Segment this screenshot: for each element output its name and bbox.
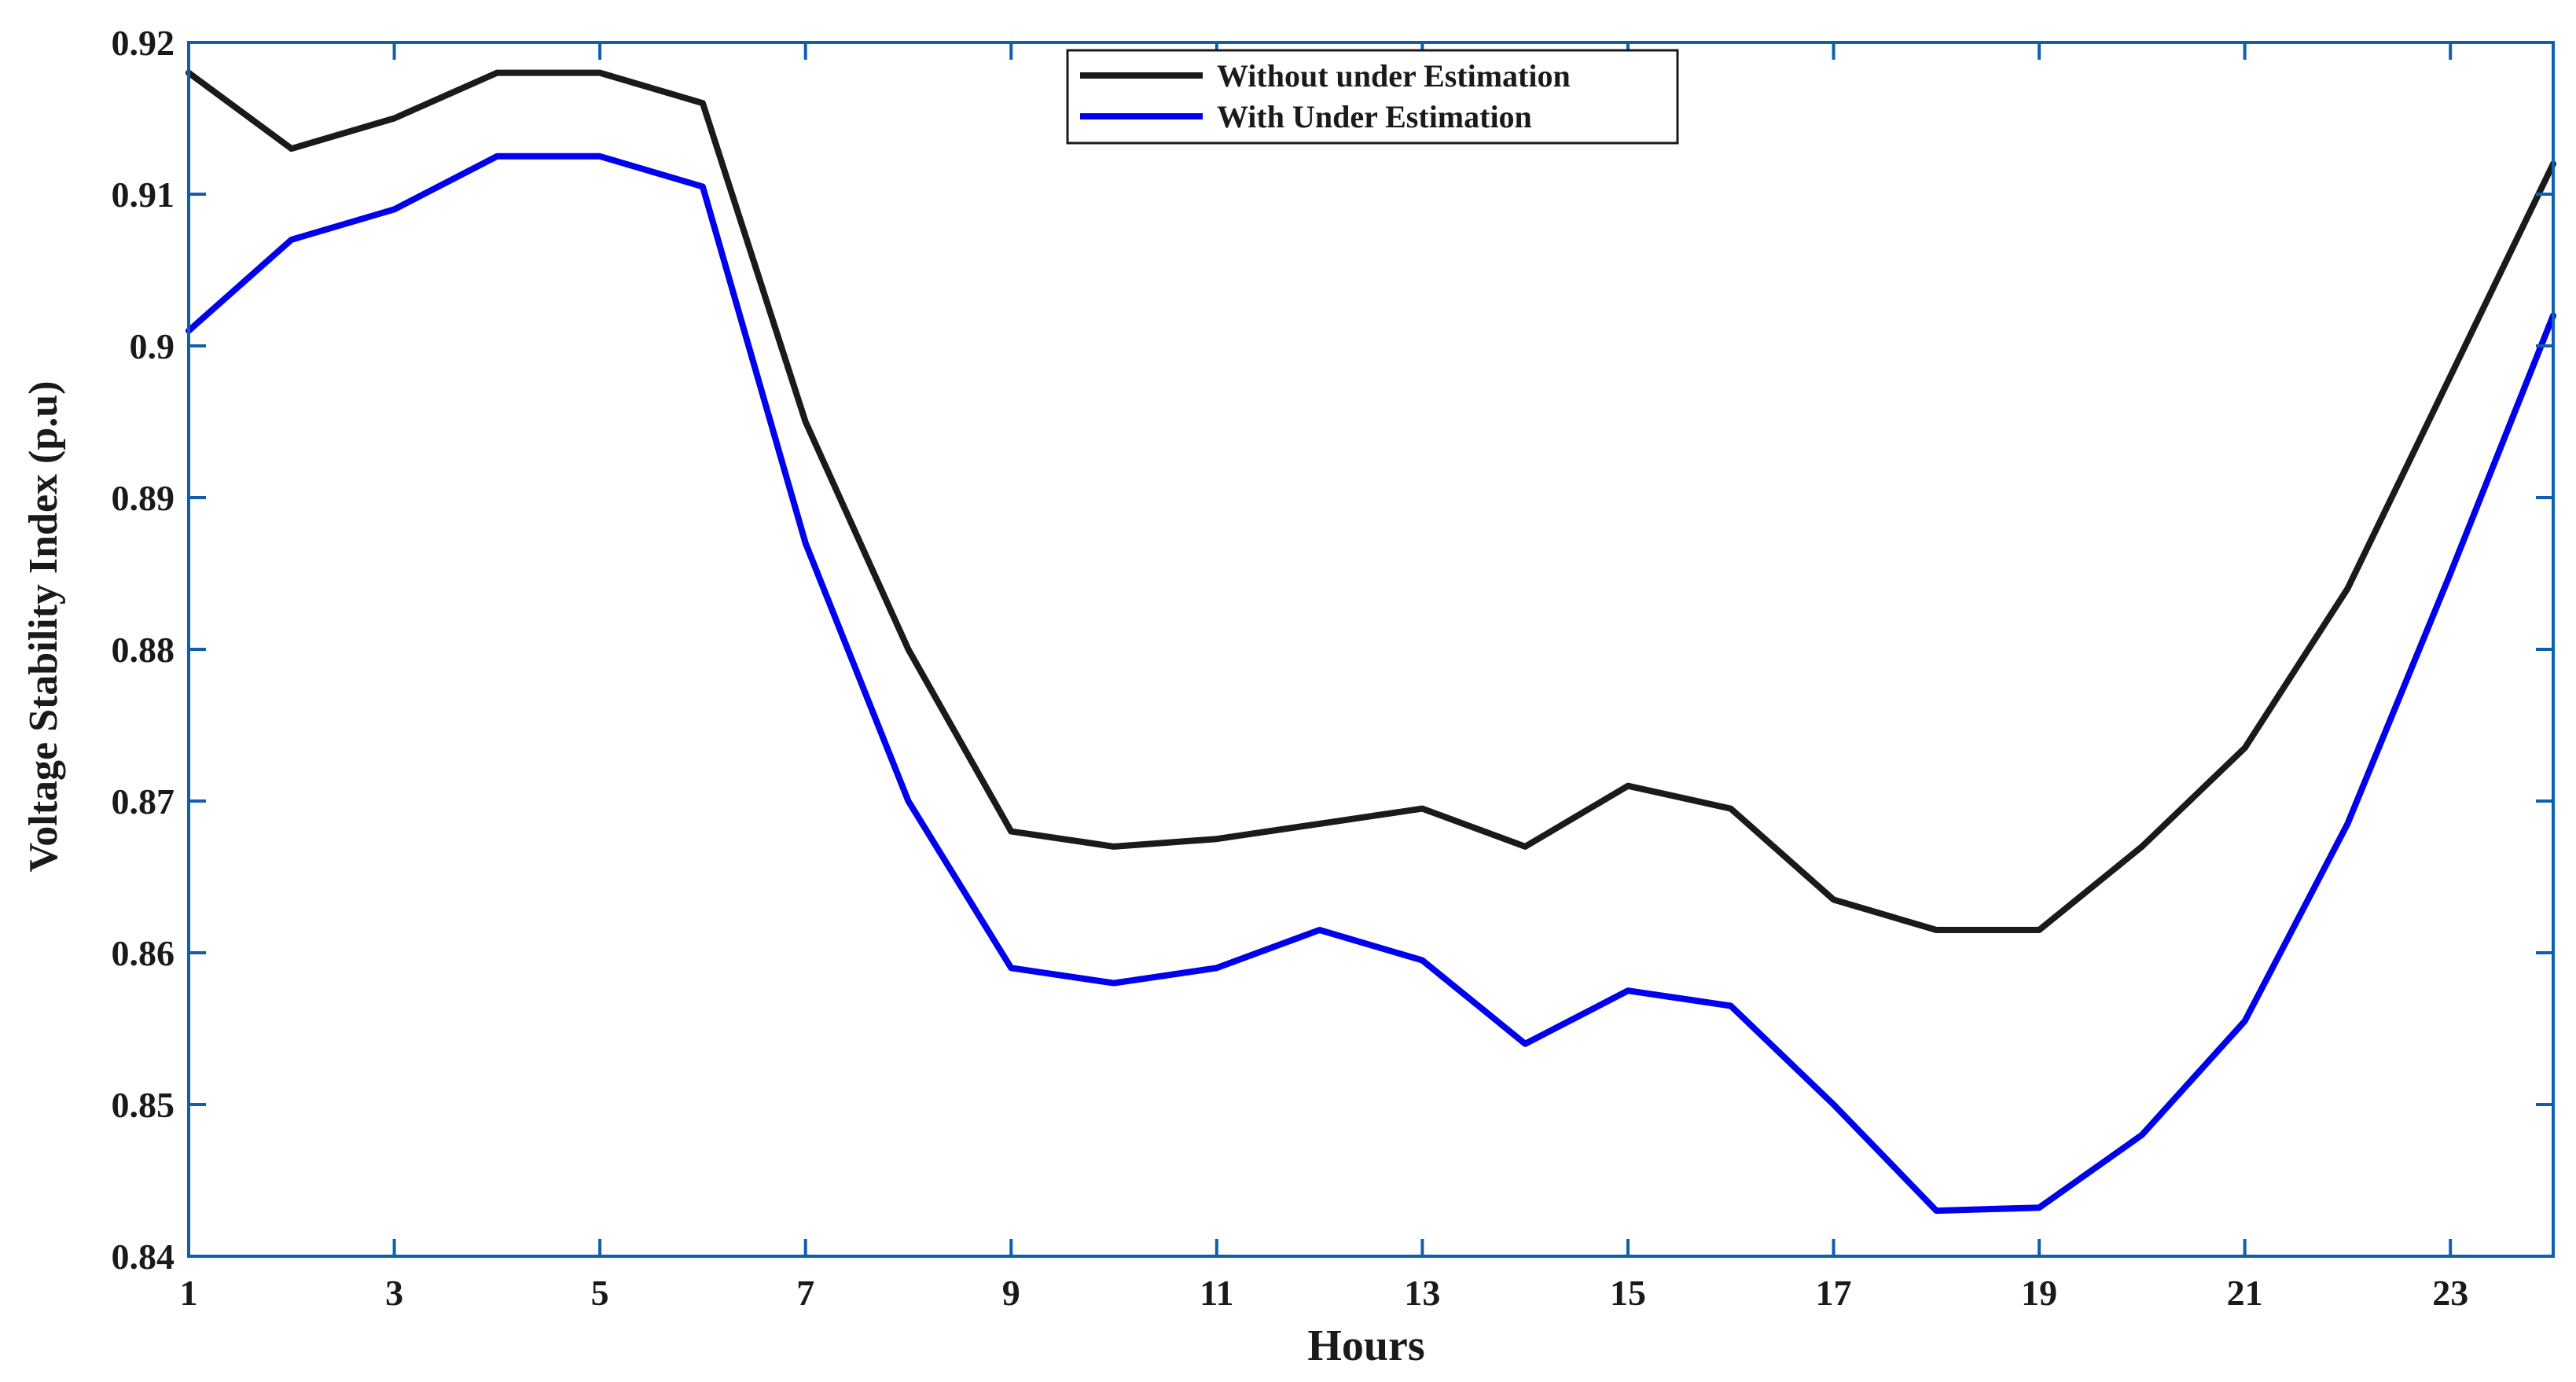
x-tick-label: 15 [1610, 1273, 1646, 1313]
x-tick-label: 5 [591, 1273, 609, 1313]
y-tick-label: 0.86 [112, 933, 175, 973]
legend: Without under Estimation With Under Estim… [1066, 49, 1679, 145]
legend-label-1: Without under Estimation [1217, 58, 1571, 94]
y-tick-label: 0.91 [112, 175, 175, 215]
y-tick-label: 0.89 [112, 478, 175, 518]
legend-box [1066, 49, 1679, 145]
x-tick-label: 13 [1404, 1273, 1440, 1313]
y-tick-label: 0.88 [112, 630, 175, 670]
y-tick-label: 0.85 [112, 1085, 175, 1125]
legend-label-2: With Under Estimation [1217, 99, 1532, 134]
series-line-1 [186, 69, 2556, 933]
x-tick-label: 11 [1200, 1273, 1233, 1313]
x-tick-label: 7 [796, 1273, 814, 1313]
x-tick-label: 3 [385, 1273, 403, 1313]
series-line-2 [186, 153, 2556, 1215]
y-tick-label: 0.9 [130, 326, 175, 366]
y-tick-label: 0.87 [112, 781, 175, 821]
y-tick-label: 0.84 [112, 1237, 175, 1277]
x-tick-label: 1 [180, 1273, 198, 1313]
x-tick-label: 9 [1002, 1273, 1020, 1313]
x-tick-label: 23 [2432, 1273, 2468, 1313]
x-axis-label: Hours [1307, 1321, 1424, 1370]
y-axis-label: Voltage Stability Index (p.u) [21, 380, 66, 872]
x-tick-label: 17 [1816, 1273, 1852, 1313]
y-tick-label: 0.92 [112, 23, 175, 63]
axes-layer: 1 3 5 7 9 11 13 15 17 19 21 230.840.850.860.870.880… [112, 23, 2555, 1313]
x-tick-label: 21 [2227, 1273, 2263, 1313]
x-tick-label: 19 [2021, 1273, 2057, 1313]
series-layer [186, 69, 2556, 1215]
